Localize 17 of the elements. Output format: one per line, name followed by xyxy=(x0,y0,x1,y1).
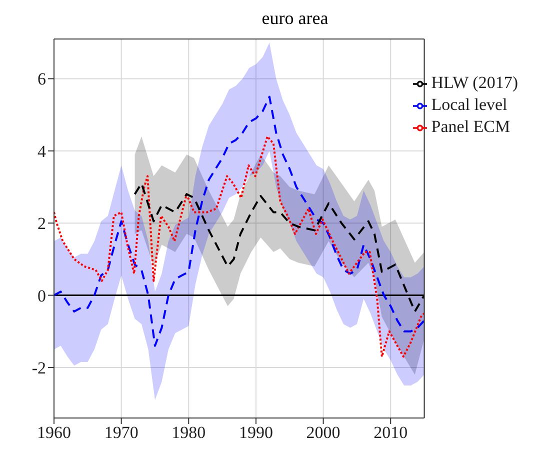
legend-label: Panel ECM xyxy=(431,117,510,136)
legend-label: Local level xyxy=(431,95,508,114)
y-tick-label: 4 xyxy=(38,142,46,161)
x-tick-label: 1970 xyxy=(104,423,138,442)
y-tick-label: 2 xyxy=(38,214,46,234)
line-series xyxy=(54,96,424,347)
x-tick-label: 2010 xyxy=(374,423,408,442)
x-tick-label: 1990 xyxy=(238,423,273,442)
x-tick-label: 1980 xyxy=(172,423,206,442)
line-series xyxy=(54,135,424,358)
chart-title: euro area xyxy=(260,8,330,30)
y-tick-label: -2 xyxy=(32,358,46,378)
y-tick-label: 6 xyxy=(38,70,46,89)
x-tick-label: 1960 xyxy=(37,423,71,442)
x-tick-label: 2000 xyxy=(306,423,340,442)
y-tick-label: 0 xyxy=(38,286,46,306)
legend-label: HLW (2017) xyxy=(431,73,518,92)
